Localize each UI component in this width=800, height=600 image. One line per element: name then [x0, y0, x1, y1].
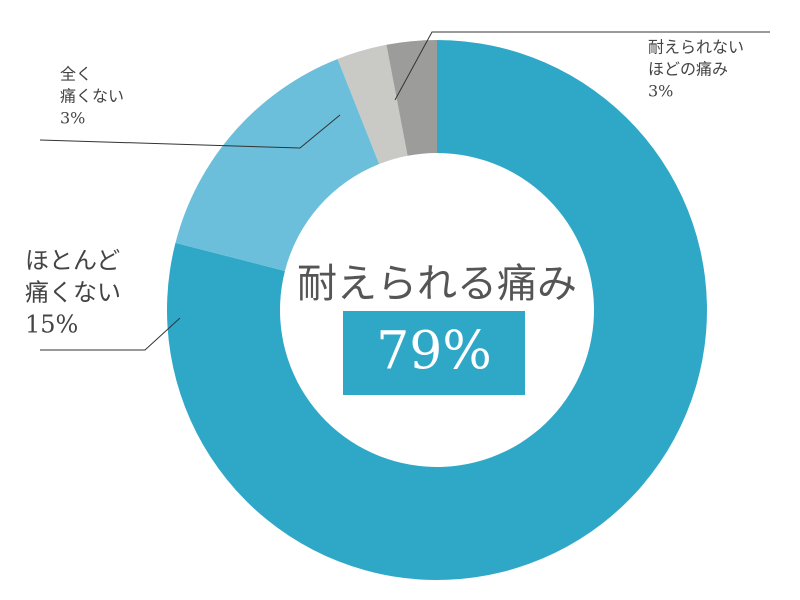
segment-value: 3% — [60, 109, 85, 128]
donut-segment — [386, 40, 437, 156]
leader-line — [39, 114, 341, 149]
segment-label: ほどの痛み — [648, 60, 728, 79]
center-label: 耐えられる痛み — [297, 261, 577, 307]
center-value: 79% — [376, 322, 492, 382]
segment-value: 3% — [648, 82, 673, 101]
donut-segment — [175, 58, 380, 271]
segment-label: ほとんど — [25, 247, 120, 275]
leader-line — [394, 31, 770, 101]
leader-line — [40, 317, 181, 351]
center-box — [343, 311, 525, 395]
segment-label: 痛くない — [25, 279, 121, 307]
segment-label: 耐えられない — [648, 38, 744, 57]
donut-segment — [167, 40, 708, 580]
donut-segment — [337, 44, 408, 165]
segment-label: 痛くない — [60, 87, 124, 106]
segment-label: 全く — [60, 65, 92, 84]
segment-value: 15% — [25, 311, 78, 339]
